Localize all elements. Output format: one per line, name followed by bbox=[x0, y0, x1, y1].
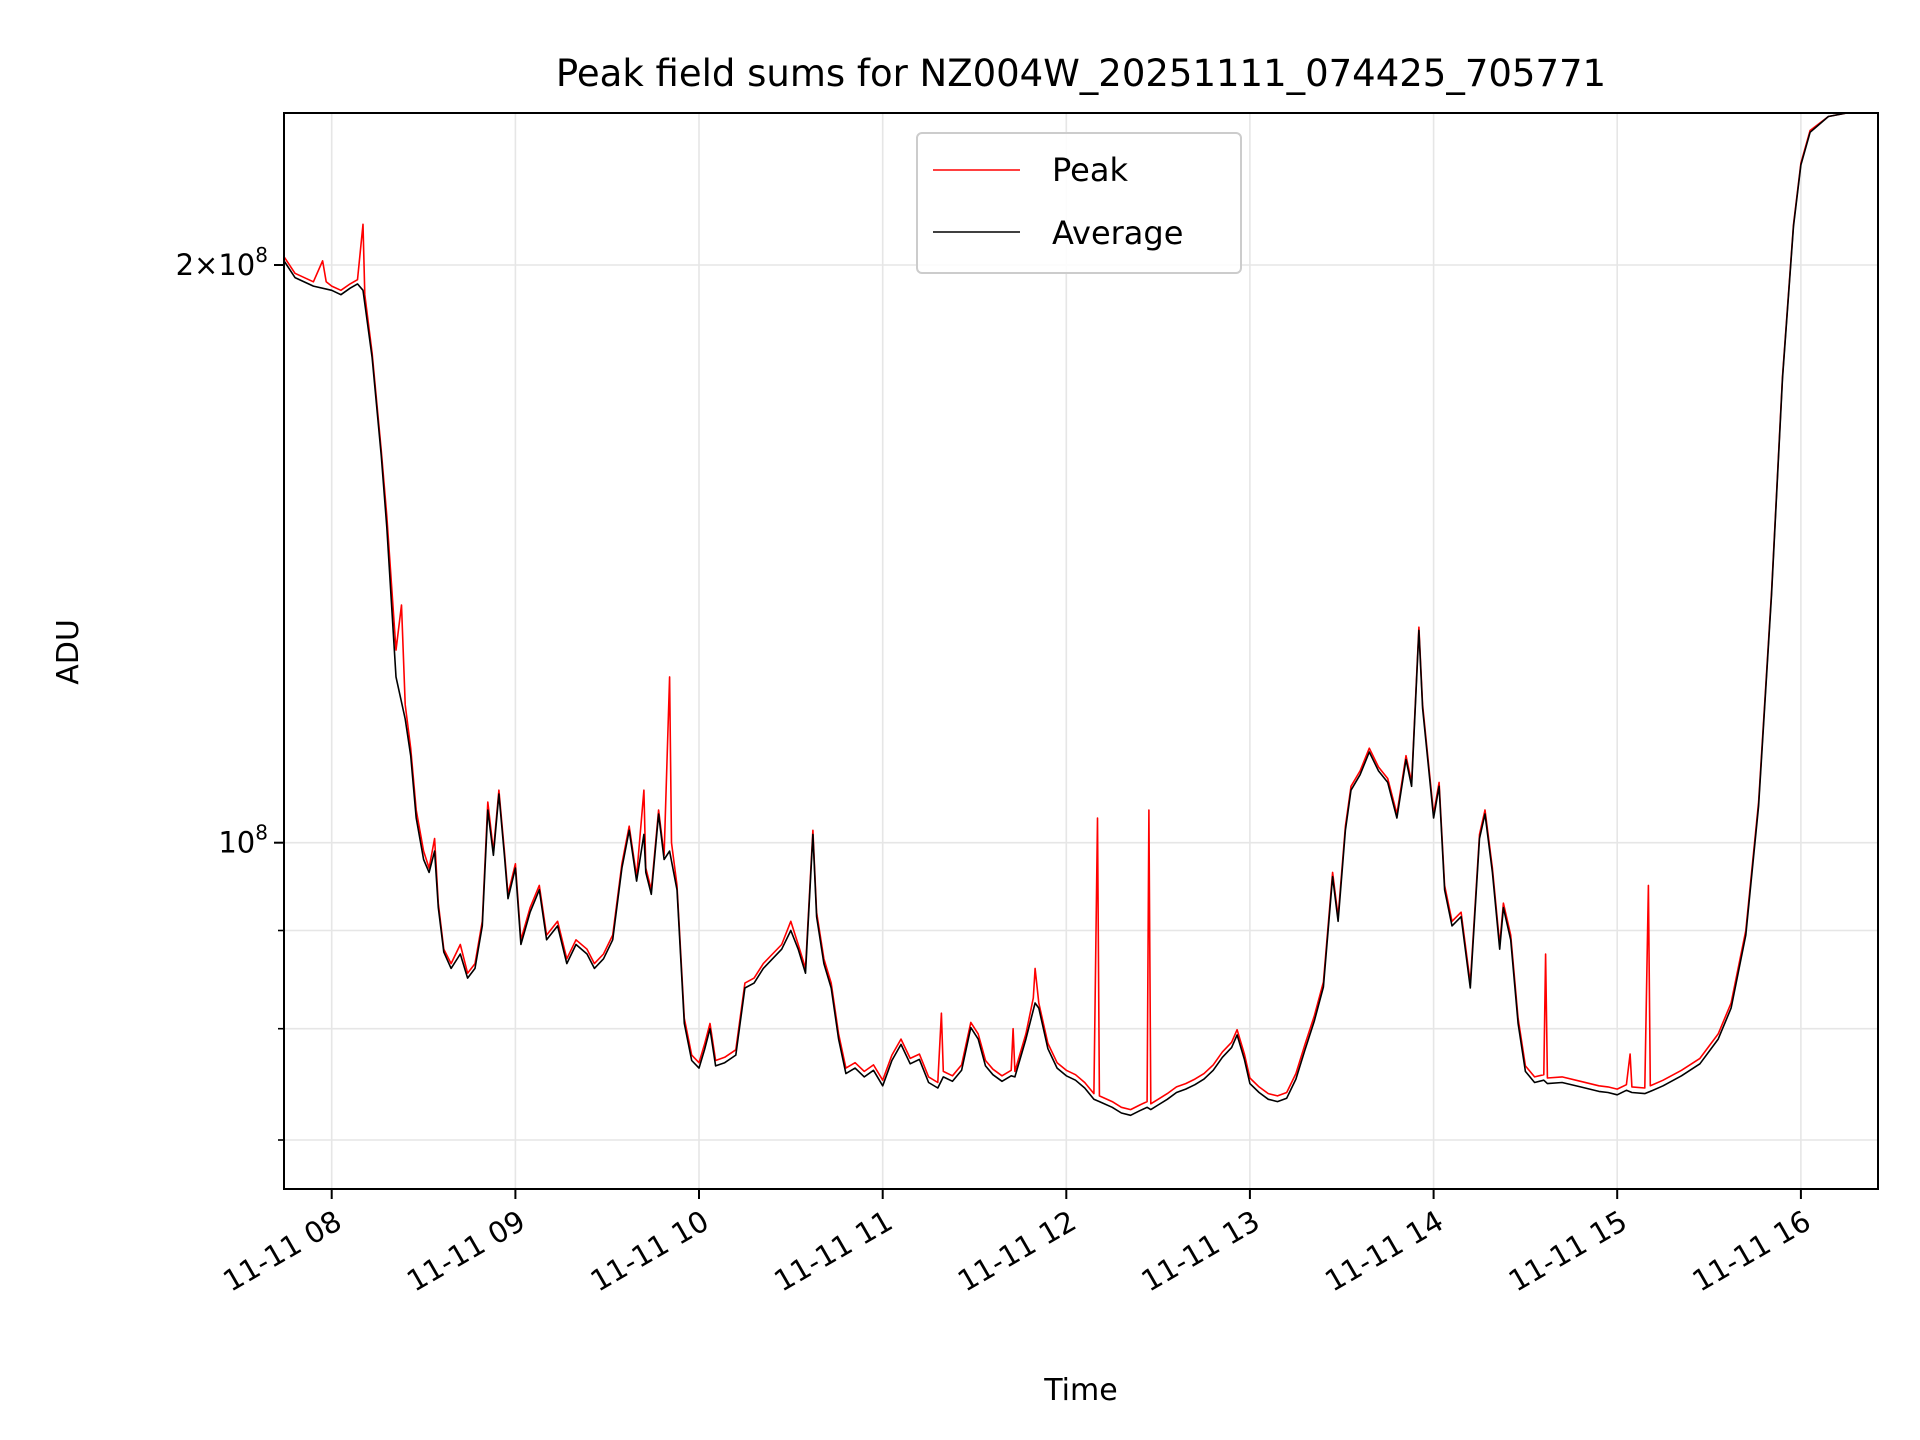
y-axis-ticks: 108 2×108 bbox=[176, 243, 284, 1141]
legend-average-label: Average bbox=[1052, 214, 1183, 252]
legend-peak-label: Peak bbox=[1052, 151, 1128, 189]
plot-series bbox=[283, 112, 1878, 1117]
y-tick-label: 2×108 bbox=[176, 243, 268, 282]
legend: Peak Average bbox=[916, 132, 1242, 274]
y-tick-label: 108 bbox=[218, 821, 268, 860]
plot-frame bbox=[283, 112, 1879, 1190]
x-axis-label: Time bbox=[1043, 1373, 1117, 1408]
chart-title: Peak field sums for NZ004W_20251111_0744… bbox=[556, 52, 1606, 95]
y-axis-label: ADU bbox=[51, 619, 86, 685]
series-line-average bbox=[283, 112, 1878, 1117]
legend-box bbox=[916, 132, 1242, 274]
